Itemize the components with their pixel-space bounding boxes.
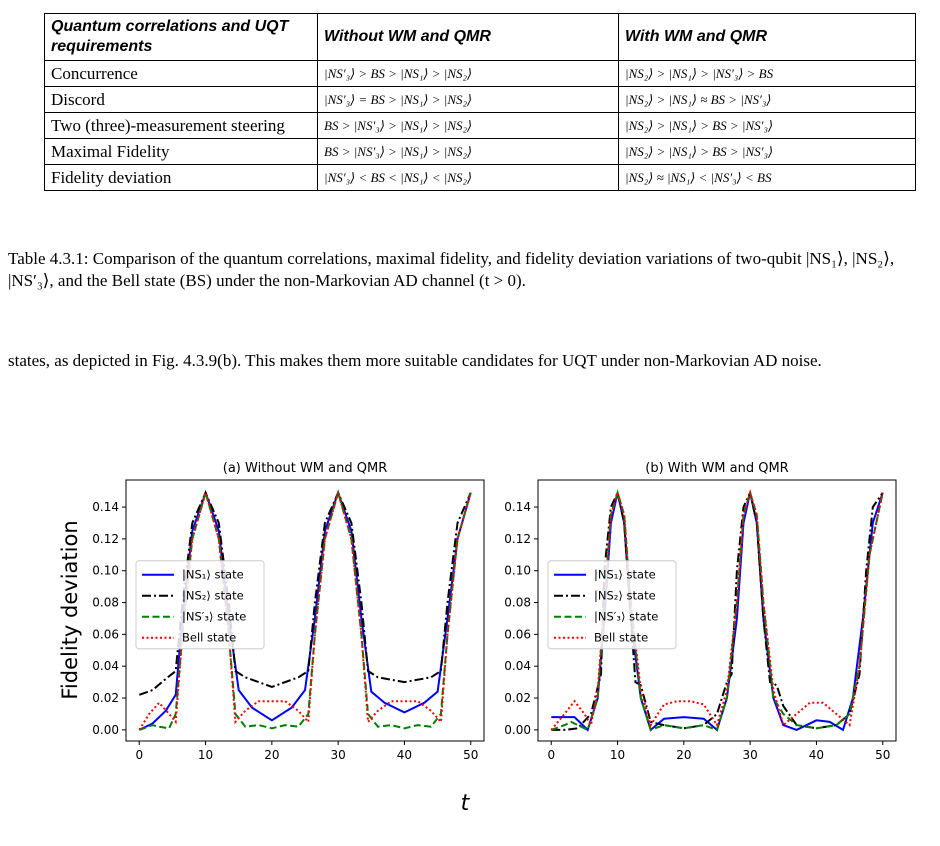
x-tick-label: 30 — [743, 748, 758, 762]
legend-label: Bell state — [594, 631, 648, 645]
chart-panel-0: 0 10 20 30 40 50 0.00 0.02 0.04 0.06 0.08 0.10 0.12 0… — [92, 461, 485, 762]
cell-without: |NS′₃⟩ = BS > |NS₁⟩ > |NS₂⟩ — [317, 86, 619, 113]
plot-frame — [537, 479, 897, 742]
legend-box — [135, 560, 265, 650]
y-tick-label: 0.08 — [504, 596, 531, 610]
y-tick-label: 0.02 — [504, 691, 531, 705]
body-paragraph: states, as depicted in Fig. 4.3.9(b). Th… — [8, 351, 822, 370]
legend-label: |NS₂⟩ state — [594, 589, 656, 603]
y-tick-label: 0.12 — [504, 532, 531, 546]
row-label: Fidelity deviation — [44, 164, 318, 191]
legend-label: |NS₁⟩ state — [594, 568, 656, 582]
y-tick-label: 0.12 — [92, 532, 119, 546]
y-tick-label: 0.06 — [504, 627, 531, 641]
legend-box — [547, 560, 677, 650]
y-tick-label: 0.02 — [92, 691, 119, 705]
cell-without: |NS′₃⟩ < BS < |NS₁⟩ < |NS₂⟩ — [317, 164, 619, 191]
legend-label: |NS₂⟩ state — [182, 589, 244, 603]
y-tick-label: 0.14 — [504, 500, 531, 514]
y-tick-label: 0.04 — [504, 659, 531, 673]
legend-label: |NS′₃⟩ state — [594, 610, 658, 624]
table-caption: Table 4.3.1: Comparison of the quantum c… — [8, 249, 895, 290]
x-tick-label: 0 — [547, 748, 555, 762]
y-tick-label: 0.00 — [92, 723, 119, 737]
x-tick-label: 30 — [331, 748, 346, 762]
y-tick-label: 0.14 — [92, 500, 119, 514]
chart-title: (b) With WM and QMR — [645, 461, 788, 476]
plot-frame — [125, 479, 485, 742]
x-tick-label: 40 — [809, 748, 824, 762]
cell-with: |NS₂⟩ > |NS₁⟩ > BS > |NS′₃⟩ — [618, 112, 916, 139]
row-label: Concurrence — [44, 60, 318, 87]
chart-title: (a) Without WM and QMR — [223, 461, 387, 476]
legend-label: |NS′₃⟩ state — [182, 610, 246, 624]
row-label: Discord — [44, 86, 318, 113]
y-tick-label: 0.00 — [504, 723, 531, 737]
cell-without: BS > |NS′₃⟩ > |NS₁⟩ > |NS₂⟩ — [317, 112, 619, 139]
table-header: With WM and QMR — [618, 13, 916, 61]
cell-with: |NS₂⟩ ≈ |NS₁⟩ < |NS′₃⟩ < BS — [618, 164, 916, 191]
x-tick-label: 0 — [135, 748, 143, 762]
y-tick-label: 0.06 — [92, 627, 119, 641]
table-header: Without WM and QMR — [317, 13, 619, 61]
comparison-table: Quantum correlations and UQT requirement… — [44, 13, 916, 191]
table-row: Concurrence |NS′₃⟩ > BS > |NS₁⟩ > |NS₂⟩ … — [44, 60, 916, 87]
x-tick-label: 20 — [264, 748, 279, 762]
y-tick-label: 0.04 — [92, 659, 119, 673]
cell-without: BS > |NS′₃⟩ > |NS₁⟩ > |NS₂⟩ — [317, 138, 619, 165]
x-tick-label: 20 — [676, 748, 691, 762]
y-tick-label: 0.10 — [504, 564, 531, 578]
table-row: Fidelity deviation |NS′₃⟩ < BS < |NS₁⟩ <… — [44, 164, 916, 191]
y-tick-label: 0.08 — [92, 596, 119, 610]
x-tick-label: 40 — [397, 748, 412, 762]
series-line — [551, 489, 884, 731]
x-tick-label: 50 — [875, 748, 890, 762]
y-tick-label: 0.10 — [92, 564, 119, 578]
legend-label: |NS₁⟩ state — [182, 568, 244, 582]
y-axis-label: Fidelity deviation — [58, 520, 82, 699]
x-tick-label: 10 — [610, 748, 625, 762]
table-header: Quantum correlations and UQT requirement… — [44, 13, 318, 61]
row-label: Two (three)-measurement steering — [44, 112, 318, 139]
chart-panel-1: 0 10 20 30 40 50 0.00 0.02 0.04 0.06 0.08 0.10 0.12 0… — [504, 461, 897, 762]
x-tick-label: 10 — [198, 748, 213, 762]
table-header-row: Quantum correlations and UQT requirement… — [44, 13, 916, 61]
legend-label: Bell state — [182, 631, 236, 645]
x-tick-label: 50 — [463, 748, 478, 762]
table-row: Two (three)-measurement steering BS > |N… — [44, 112, 916, 139]
x-axis-label: t — [461, 791, 471, 816]
